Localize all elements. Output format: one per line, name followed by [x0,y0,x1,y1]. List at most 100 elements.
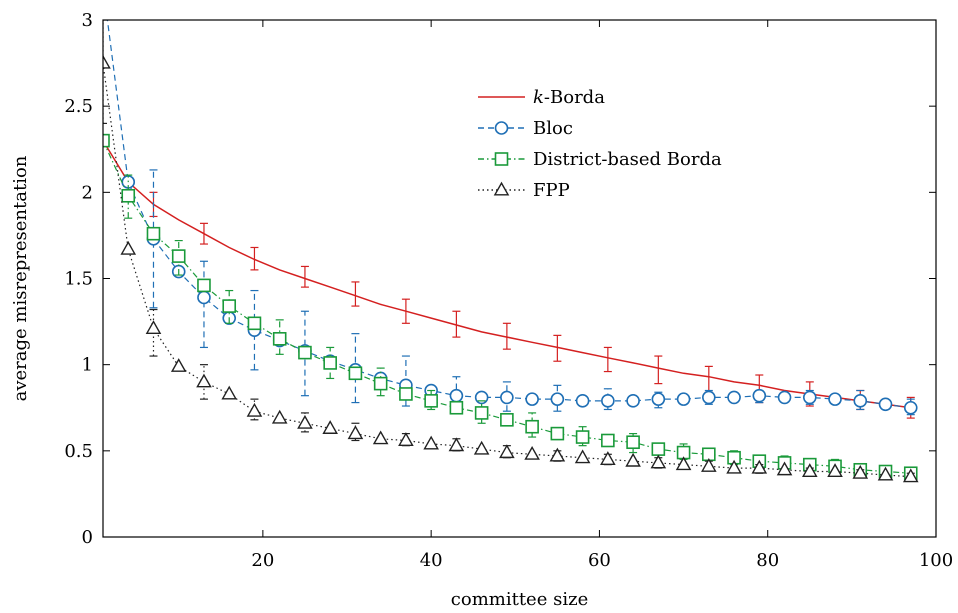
error-bar [300,265,309,288]
data-point [322,420,338,434]
data-point [702,390,716,405]
data-point [221,385,238,400]
data-point [828,392,842,406]
data-point [726,459,742,474]
error-bar [502,322,511,350]
data-point [626,435,640,450]
legend-marker [494,121,509,135]
plot-area [103,20,919,483]
data-point [121,188,136,203]
series-line-0 [103,140,911,409]
legend-entry: k-Borda [478,87,605,108]
legend-label: k-Borda [533,87,605,108]
data-point [297,414,313,429]
data-point [448,437,465,452]
legend-label: Bloc [533,118,573,139]
data-point [247,316,262,331]
legend-label-rest: -Borda [544,87,605,108]
data-point [550,426,565,441]
data-point [600,451,616,465]
data-point [347,425,364,440]
data-point [246,402,263,417]
error-bar [199,364,208,400]
data-point [827,463,843,478]
error-bar [603,346,612,373]
x-tick-label: 60 [588,550,611,571]
series-2 [103,133,918,481]
data-point [878,397,893,412]
legend-label-italic: k [533,87,544,108]
legend-label: FPP [533,180,570,201]
data-point [474,406,489,420]
data-point [197,278,211,293]
legend: k-Borda Bloc District-based Borda FPP [478,87,722,201]
data-point [170,358,187,372]
error-bar [351,281,360,307]
x-tick-label: 100 [919,550,953,571]
y-tick-label: 1 [82,355,93,376]
data-point [525,392,539,406]
data-point [751,459,768,474]
data-point [348,366,363,381]
data-point [852,464,869,479]
data-point [372,430,389,445]
data-point [877,466,894,481]
legend-entry: Bloc [478,118,573,139]
x-tick-label: 40 [420,550,443,571]
data-point [323,356,337,370]
error-bar [452,310,461,338]
error-bar [149,169,158,309]
y-tick-label: 0.5 [64,441,93,462]
legend-entry: FPP [478,180,570,201]
data-point [423,435,439,450]
data-point [752,388,767,403]
error-bar [704,365,713,393]
x-tick-label: 20 [251,550,274,571]
data-point [373,376,388,391]
data-point [473,440,490,455]
axes: average misrepresentation committee size… [10,10,953,610]
series-0 [103,140,915,419]
data-point [902,468,919,483]
data-point [500,390,514,405]
data-point [298,345,312,360]
series-group [103,20,919,483]
data-point [777,390,792,405]
data-point [222,299,237,313]
error-bar [199,260,208,349]
error-bar [401,298,410,324]
data-point [727,390,741,405]
data-point [801,463,818,478]
x-tick-label: 80 [756,550,779,571]
y-tick-label: 2.5 [64,96,93,117]
data-point [574,449,591,464]
data-point [525,419,539,434]
data-point [398,432,414,447]
data-point [575,394,590,408]
y-tick-label: 3 [82,10,93,31]
data-point [903,400,918,415]
y-axis-label: average misrepresentation [10,155,31,401]
data-point [651,392,666,406]
data-point [103,54,111,69]
error-bar [103,20,107,125]
y-tick-label: 0 [82,527,93,548]
data-point [575,430,590,444]
error-bar [553,334,562,362]
y-tick-label: 2 [82,182,93,203]
error-bar [250,289,259,371]
series-1 [106,20,918,416]
data-point [601,394,615,408]
data-point [272,332,287,346]
y-tick-label: 1.5 [64,269,93,290]
legend-marker [493,181,510,196]
data-point [196,373,212,388]
data-point [549,447,566,462]
data-point [626,394,640,408]
data-point [449,388,464,403]
error-bar [199,222,208,245]
data-point [524,445,540,460]
data-point [776,461,793,476]
data-point [675,456,692,471]
